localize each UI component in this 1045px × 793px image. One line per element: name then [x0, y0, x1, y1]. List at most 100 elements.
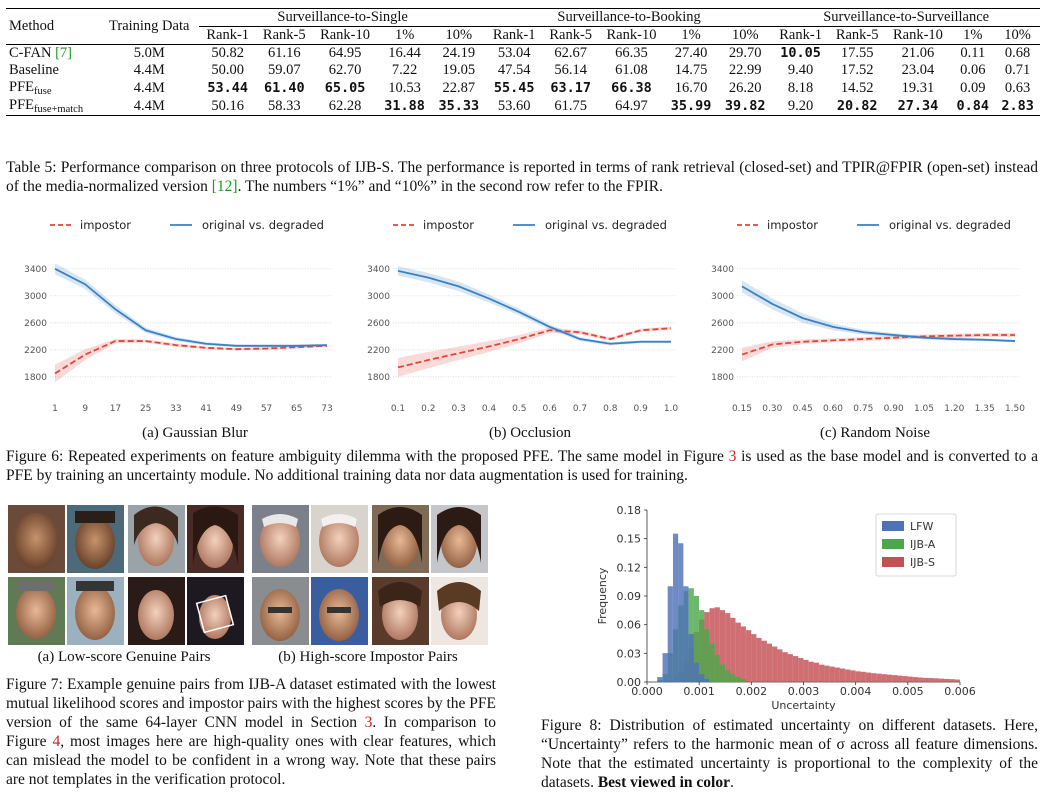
- x-tick-label: 0.7: [573, 404, 587, 414]
- x-tick-label: 0.003: [788, 685, 820, 698]
- y-tick-label: 0.00: [617, 676, 642, 689]
- citation-link[interactable]: [7]: [55, 45, 72, 61]
- x-tick-label: 0.000: [631, 685, 663, 698]
- figure-8-caption: Figure 8: Distribution of estimated unce…: [541, 716, 1038, 792]
- confidence-band: [398, 326, 671, 377]
- figure-7-caption: Figure 7: Example genuine pairs from IJB…: [6, 675, 496, 789]
- x-tick-label: 0.002: [736, 685, 768, 698]
- table-cell: 50.16: [199, 97, 256, 116]
- table-cell: 66.35: [599, 44, 664, 62]
- table-cell: 0.84: [950, 97, 996, 116]
- legend-label: original vs. degraded: [202, 218, 324, 232]
- face-photo: [14, 513, 58, 569]
- method-name: PFEfuse: [9, 79, 52, 97]
- figure-ref[interactable]: 3: [728, 448, 737, 465]
- figure-ref[interactable]: 4: [52, 733, 61, 750]
- face-images: [8, 505, 488, 645]
- table-cell: 0.09: [960, 79, 986, 96]
- line-chart-panel: impostor original vs. degraded 1800 2200 260…: [711, 218, 1025, 414]
- histogram-bar: [756, 637, 762, 683]
- training-data-cell: 5.0M: [99, 44, 200, 62]
- table-cell: 47.54: [497, 62, 531, 78]
- caption-bold: Best viewed in color: [597, 774, 730, 791]
- table-cell: 61.40: [263, 79, 305, 96]
- histogram-bar: [939, 678, 945, 683]
- histogram-bar: [813, 662, 819, 683]
- x-tick-label: 0.3: [452, 404, 466, 414]
- table-cell: 22.99: [728, 62, 762, 78]
- table-cell: 58.33: [255, 97, 313, 116]
- citation-link[interactable]: [12]: [211, 178, 238, 195]
- legend: LFW IJB-A IJB-S: [875, 513, 957, 577]
- confidence-band: [55, 263, 327, 348]
- histogram-bar: [798, 658, 804, 683]
- table-cell: 14.75: [674, 62, 708, 78]
- histogram-bar: [683, 586, 689, 683]
- y-tick-label: 2600: [24, 319, 47, 329]
- table-5-caption: Table 5: Performance comparison on three…: [6, 158, 1038, 196]
- table-cell: 61.16: [255, 44, 313, 62]
- legend-swatch: [882, 557, 904, 567]
- caption-text: . The numbers “1%” and “10%” in the seco…: [237, 178, 663, 195]
- face-photo: [382, 590, 418, 640]
- series-line: [54, 268, 328, 347]
- histogram-bar: [902, 676, 908, 683]
- y-tick-label: 0.06: [617, 619, 642, 632]
- face-photo: [16, 587, 56, 639]
- figure-6: impostor original vs. degraded 1800 2200 260…: [24, 218, 1025, 414]
- genuine-pair-4: [128, 577, 244, 645]
- histogram-bar: [824, 665, 830, 683]
- column-header: 1%: [377, 26, 432, 45]
- table-cell: 16.70: [674, 79, 708, 96]
- histogram-bar: [751, 634, 757, 683]
- x-tick-label: 0.005: [892, 685, 924, 698]
- table-5: Method Training Data Surveillance-to-Sin…: [6, 8, 1040, 116]
- histogram-bar: [949, 679, 955, 683]
- impostor-pair-1: [252, 505, 368, 573]
- training-header: Training Data: [99, 8, 200, 45]
- line-chart-panel: impostor original vs. degraded 1800 2200 260…: [367, 218, 678, 414]
- face-photo: [441, 518, 477, 568]
- histogram-bar: [954, 679, 960, 683]
- x-tick-label: 0.8: [603, 404, 618, 414]
- section-ref[interactable]: 3: [364, 714, 373, 731]
- legend-label: impostor: [767, 218, 818, 232]
- x-tick-label: 73: [321, 404, 332, 414]
- table-cell: 35.99: [663, 97, 719, 116]
- x-tick-label: 57: [261, 404, 272, 414]
- table-cell: 24.19: [431, 44, 486, 62]
- x-tick-label: 0.1: [391, 404, 405, 414]
- table-cell: 20.82: [828, 97, 886, 116]
- table-cell: 0.06: [960, 62, 986, 78]
- histogram-bar: [860, 671, 866, 683]
- x-tick-label: 0.001: [683, 685, 715, 698]
- table-cell: 23.04: [901, 62, 935, 78]
- table-cell: 64.97: [599, 97, 664, 116]
- caption-text: Figure 7: Example genuine pairs from IJB…: [6, 676, 496, 731]
- x-tick-label: 0.75: [853, 404, 873, 414]
- y-tick-label: 2600: [367, 319, 390, 329]
- histogram-bar: [772, 646, 778, 683]
- x-tick-label: 17: [110, 404, 121, 414]
- histogram-bar: [693, 662, 699, 683]
- histogram-bar: [704, 629, 710, 683]
- table-cell: 31.88: [377, 97, 432, 116]
- column-header: Rank-5: [542, 26, 599, 45]
- column-header: 10%: [995, 26, 1040, 45]
- genuine-pair-2: [128, 505, 244, 573]
- histogram-bar: [881, 674, 887, 683]
- y-tick-label: 2600: [711, 319, 734, 329]
- histogram-bar: [933, 678, 939, 683]
- confidence-band: [398, 266, 671, 346]
- histogram-bar: [657, 677, 663, 683]
- x-tick-label: 0.4: [482, 404, 497, 414]
- legend-label: original vs. degraded: [545, 218, 667, 232]
- table-cell: 7.22: [391, 62, 418, 78]
- face-photo: [75, 517, 115, 569]
- table-cell: 27.34: [885, 97, 951, 116]
- face-photo: [319, 515, 359, 567]
- histogram: 0.00 0.03 0.06 0.09 0.12 0.15 0.18 0.000 0.001 0.…: [596, 504, 976, 712]
- x-tick-label: 0.30: [762, 404, 782, 414]
- group-header: Surveillance-to-Single: [199, 8, 486, 27]
- caption-text: Table 5: Performance comparison on three…: [6, 159, 1038, 195]
